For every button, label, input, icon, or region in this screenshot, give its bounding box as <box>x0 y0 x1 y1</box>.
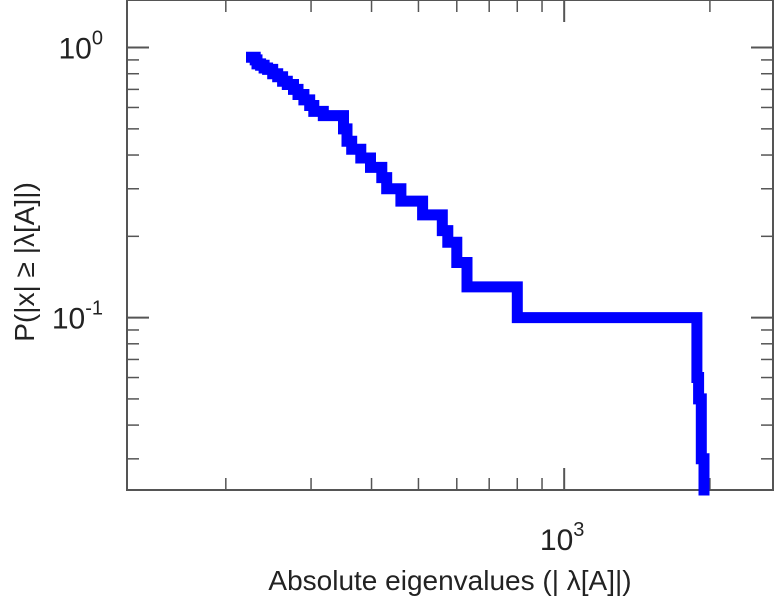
y-minor-ticks <box>127 59 773 460</box>
plot-frame <box>126 0 774 491</box>
y-tick-label: 100 <box>59 28 104 66</box>
series-line <box>246 51 710 496</box>
series-layer <box>246 51 710 496</box>
x-axis-title: Absolute eigenvalues (| λ[A]|) <box>268 565 631 596</box>
y-tick-label: 10-1 <box>52 298 103 336</box>
x-minor-ticks <box>225 0 711 490</box>
y-axis-title: P(|x| ≥ |λ[A]|) <box>9 182 40 342</box>
x-tick-label: 103 <box>540 519 585 557</box>
tick-labels: 100 10-1 103 <box>52 28 585 557</box>
major-ticks <box>127 0 773 490</box>
